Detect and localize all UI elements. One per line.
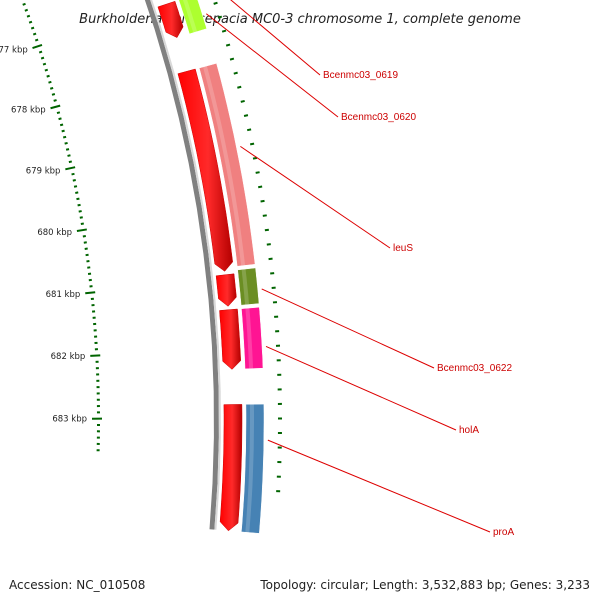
minor-tick [71, 172, 75, 176]
minor-tick [34, 38, 39, 42]
minor-tick [72, 179, 76, 182]
gene-label: leuS [393, 243, 413, 254]
genome-summary: Topology: circular; Length: 3,532,883 bp… [260, 578, 590, 592]
outer-tick [264, 228, 269, 232]
outer-tick [246, 128, 252, 132]
minor-tick [79, 216, 83, 219]
major-tick [65, 166, 76, 171]
label-leader-line [267, 439, 491, 533]
gene-labels: Bcenmc03_0619 Bcenmc03_0620 leuS Bcenmc03_0… [205, 0, 514, 538]
major-tick [76, 228, 87, 233]
tick-label: 683 kbp [52, 415, 87, 425]
minor-tick [42, 62, 47, 66]
label-leader-line [230, 0, 321, 76]
outer-tick [262, 214, 267, 217]
gene-feature [198, 62, 256, 267]
tick-label: 679 kbp [26, 166, 61, 176]
minor-tick [65, 148, 70, 151]
minor-tick [77, 203, 81, 207]
tick-label: 678 kbp [11, 106, 46, 116]
minor-tick [40, 56, 45, 60]
accession-text: Accession: NC_010508 [9, 578, 146, 592]
minor-tick [26, 14, 31, 18]
outer-tick [229, 57, 235, 61]
cds-arrow [157, 0, 184, 38]
gene-feature-shine [182, 0, 198, 33]
minor-tick [61, 129, 65, 133]
label-leader-line [261, 288, 435, 369]
outer-tick [233, 71, 238, 75]
minor-tick [62, 135, 67, 139]
minor-tick [67, 154, 71, 157]
minor-tick [68, 160, 73, 164]
feature-track [157, 0, 265, 534]
gene-label: Bcenmc03_0622 [437, 363, 512, 374]
outer-tick [240, 99, 245, 103]
cds-arrow [219, 404, 243, 532]
minor-tick [75, 191, 79, 194]
gene-feature [241, 403, 265, 534]
label-leader-line [205, 13, 339, 118]
gene-feature [241, 306, 264, 370]
major-tick [90, 354, 101, 357]
gene-feature-shine [245, 308, 253, 369]
tick-label: 677 kbp [0, 46, 28, 56]
minor-tick [38, 50, 43, 54]
label-leader-line [240, 145, 391, 249]
minor-tick [53, 99, 57, 102]
minor-tick [56, 111, 61, 115]
map-title: Burkholderia cenocepacia MC0-3 chromosom… [79, 12, 521, 27]
minor-tick [28, 20, 33, 24]
outer-tick [217, 15, 223, 19]
gene-label: Bcenmc03_0620 [341, 112, 416, 123]
outer-tick [221, 29, 227, 33]
outer-tick [213, 1, 218, 5]
outer-tick [252, 156, 258, 160]
tick-label: 682 kbp [51, 352, 86, 362]
minor-tick [46, 74, 50, 78]
tick-label: 680 kbp [37, 228, 72, 238]
minor-tick [22, 2, 26, 6]
gene-feature-shine [245, 404, 254, 533]
minor-tick [78, 210, 82, 213]
gene-label: holA [459, 425, 479, 436]
cds-arrow [177, 68, 233, 272]
major-tick [85, 291, 96, 295]
gene-feature-shine [241, 269, 250, 305]
cds-arrow [219, 308, 241, 370]
minor-tick [59, 123, 64, 127]
outer-tick [258, 185, 263, 189]
outer-tick [249, 142, 255, 146]
minor-tick [51, 93, 56, 96]
minor-tick [24, 8, 29, 12]
outer-tick [266, 243, 271, 246]
minor-tick [44, 68, 49, 72]
outer-tick [255, 171, 260, 174]
label-leader-line [265, 345, 457, 431]
major-tick [32, 44, 43, 50]
minor-tick [49, 86, 54, 90]
minor-tick [76, 197, 80, 201]
minor-tick [64, 141, 68, 145]
tick-label: 681 kbp [46, 290, 81, 300]
outer-tick [225, 43, 231, 47]
minor-tick [48, 80, 52, 84]
cds-arrow [215, 273, 237, 307]
minor-tick [73, 185, 78, 188]
gene-feature [178, 0, 208, 35]
gene-label: proA [493, 527, 514, 538]
gene-feature-shine [203, 65, 246, 266]
minor-tick [32, 32, 37, 36]
minor-tick [30, 26, 35, 30]
outer-tick [243, 114, 249, 117]
outer-tick [260, 199, 265, 203]
outer-tick [237, 85, 242, 89]
gene-label: Bcenmc03_0619 [323, 70, 398, 81]
gene-feature [237, 267, 260, 306]
major-tick [50, 104, 61, 110]
minor-tick [58, 117, 62, 121]
